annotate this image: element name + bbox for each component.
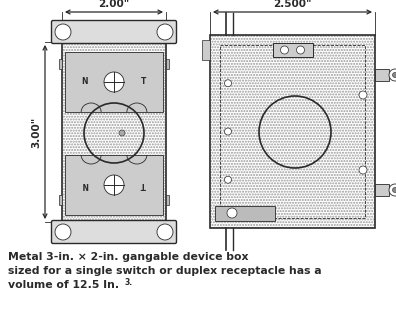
Circle shape bbox=[225, 80, 232, 87]
Bar bbox=[59, 195, 62, 205]
Circle shape bbox=[359, 166, 367, 174]
Bar bbox=[59, 59, 62, 69]
Circle shape bbox=[119, 130, 125, 136]
Bar bbox=[65, 52, 163, 112]
Text: Metal 3-in. × 2-in. gangable device box: Metal 3-in. × 2-in. gangable device box bbox=[8, 252, 249, 262]
Circle shape bbox=[392, 187, 396, 192]
Text: N: N bbox=[82, 78, 88, 86]
Text: T: T bbox=[141, 78, 146, 86]
Circle shape bbox=[359, 91, 367, 99]
FancyBboxPatch shape bbox=[51, 220, 177, 244]
Circle shape bbox=[157, 24, 173, 40]
Bar bbox=[65, 155, 163, 215]
Text: T: T bbox=[141, 181, 146, 189]
Bar bbox=[166, 195, 169, 205]
Circle shape bbox=[227, 208, 237, 218]
Bar bbox=[210, 35, 375, 228]
Circle shape bbox=[225, 176, 232, 183]
Bar bbox=[166, 59, 169, 69]
Text: sized for a single switch or duplex receptacle has a: sized for a single switch or duplex rece… bbox=[8, 266, 322, 276]
Text: 2.00": 2.00" bbox=[98, 0, 129, 9]
Circle shape bbox=[392, 73, 396, 78]
Text: volume of 12.5 In.: volume of 12.5 In. bbox=[8, 280, 119, 290]
FancyBboxPatch shape bbox=[51, 20, 177, 44]
Circle shape bbox=[280, 46, 289, 54]
Circle shape bbox=[389, 69, 396, 81]
Circle shape bbox=[55, 224, 71, 240]
Circle shape bbox=[297, 46, 305, 54]
Circle shape bbox=[104, 72, 124, 92]
Bar bbox=[272, 43, 312, 57]
Text: 2.500": 2.500" bbox=[273, 0, 312, 9]
Bar bbox=[202, 40, 210, 60]
Circle shape bbox=[157, 224, 173, 240]
Bar bbox=[210, 35, 375, 228]
Bar bbox=[220, 45, 365, 218]
Text: 3.00": 3.00" bbox=[31, 116, 41, 148]
Bar bbox=[62, 42, 166, 222]
Bar bbox=[215, 206, 275, 221]
Text: N: N bbox=[82, 181, 88, 189]
Bar bbox=[62, 42, 166, 222]
Circle shape bbox=[104, 175, 124, 195]
Circle shape bbox=[225, 128, 232, 135]
Bar bbox=[375, 69, 389, 81]
Bar bbox=[375, 184, 389, 196]
Text: 3.: 3. bbox=[125, 278, 133, 287]
Circle shape bbox=[389, 184, 396, 196]
Circle shape bbox=[55, 24, 71, 40]
